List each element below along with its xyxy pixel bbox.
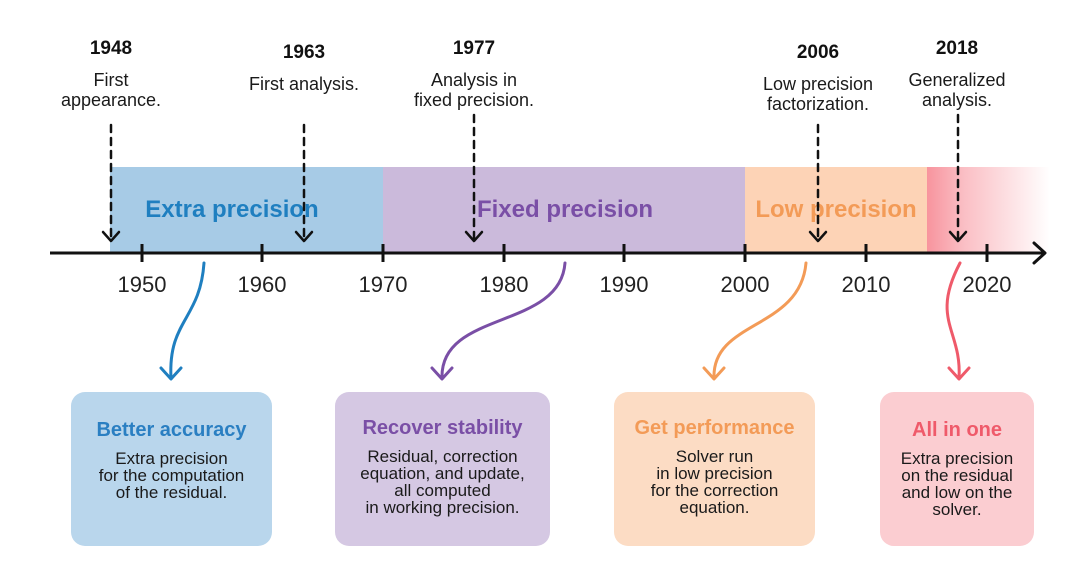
card-title: Recover stability: [362, 417, 523, 439]
era-label-extra-precision: Extra precision: [145, 196, 318, 223]
tick-label-1960: 1960: [238, 272, 287, 297]
axis-arrowhead: [1032, 241, 1047, 265]
tick-label-1980: 1980: [480, 272, 529, 297]
card-body: Extra precision for the computation of t…: [98, 449, 245, 502]
event-description: Analysis in fixed precision.: [413, 70, 535, 110]
card-get-performance: Get performance Solver run in low precis…: [614, 392, 815, 546]
curved-arrow-get-performance: [702, 261, 808, 381]
curved-arrow-all-in-one: [945, 261, 971, 381]
card-body: Extra precision on the residual and low …: [900, 449, 1014, 519]
event-1963: 1963 First analysis.: [229, 42, 379, 94]
tick-label-2000: 2000: [721, 272, 770, 297]
era-label-low-precision: Low precision: [755, 196, 916, 223]
event-description: First analysis.: [248, 74, 360, 94]
event-2006: 2006 Low precision factorization.: [743, 42, 893, 114]
event-year: 2006: [796, 42, 840, 63]
era-band-extra-precision: [110, 167, 383, 253]
event-arrow-2006: [808, 123, 828, 243]
event-description: Low precision factorization.: [762, 74, 874, 114]
era-band-mixed: [927, 167, 1050, 253]
event-description: First appearance.: [60, 70, 162, 110]
tick-label-1950: 1950: [118, 272, 167, 297]
event-arrow-1948: [101, 123, 121, 243]
event-2018: 2018 Generalized analysis.: [892, 38, 1022, 110]
card-title: Better accuracy: [96, 419, 247, 441]
curved-arrow-better-accuracy: [159, 261, 206, 381]
tick-label-1990: 1990: [600, 272, 649, 297]
event-1977: 1977 Analysis in fixed precision.: [399, 38, 549, 110]
card-title: Get performance: [634, 417, 795, 439]
era-band-fixed-precision: [383, 167, 745, 253]
axis-ticks: [140, 244, 989, 262]
card-body: Solver run in low precision for the corr…: [650, 447, 779, 517]
event-1948: 1948 First appearance.: [51, 38, 171, 110]
event-arrow-1977: [464, 113, 484, 243]
card-better-accuracy: Better accuracy Extra precision for the …: [71, 392, 272, 546]
event-year: 1948: [89, 38, 133, 59]
card-all-in-one: All in one Extra precision on the residu…: [880, 392, 1034, 546]
event-arrow-2018: [948, 113, 968, 243]
era-label-fixed-precision: Fixed precision: [477, 196, 653, 223]
tick-label-2010: 2010: [842, 272, 891, 297]
card-recover-stability: Recover stability Residual, correction e…: [335, 392, 550, 546]
event-year: 1963: [282, 42, 326, 63]
event-year: 2018: [935, 38, 979, 59]
card-title: All in one: [912, 419, 1002, 441]
event-description: Generalized analysis.: [908, 70, 1006, 110]
tick-label-2020: 2020: [963, 272, 1012, 297]
event-year: 1977: [452, 38, 496, 59]
card-body: Residual, correction equation, and updat…: [360, 447, 525, 517]
era-band-low-precision: [745, 167, 927, 253]
curved-arrow-recover-stability: [430, 261, 567, 381]
event-arrow-1963: [294, 123, 314, 243]
tick-label-1970: 1970: [359, 272, 408, 297]
